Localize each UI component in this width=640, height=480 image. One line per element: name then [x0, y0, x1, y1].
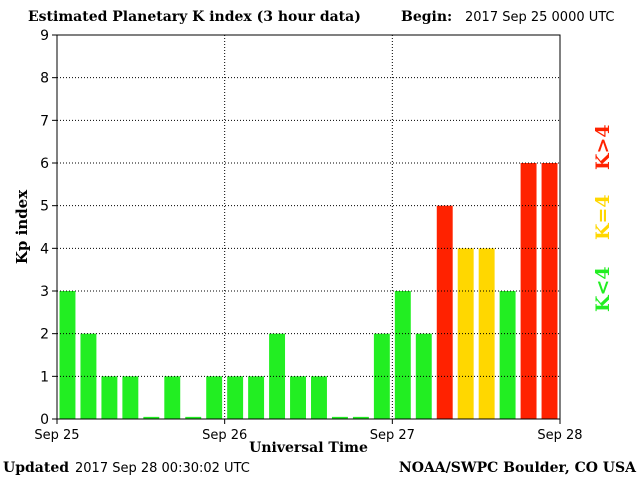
kp-bar — [499, 291, 516, 419]
y-tick-label: 4 — [40, 241, 49, 257]
y-axis-label: Kp index — [13, 189, 31, 264]
y-tick-label: 8 — [40, 71, 49, 87]
begin-value: 2017 Sep 25 0000 UTC — [465, 10, 615, 25]
y-tick-label: 2 — [40, 327, 49, 343]
y-tick-label: 7 — [40, 113, 49, 129]
kp-bar — [248, 376, 265, 419]
kp-bar — [311, 376, 327, 419]
updated-value: 2017 Sep 28 00:30:02 UTC — [75, 461, 250, 476]
y-tick-label: 1 — [40, 369, 49, 385]
y-tick-label: 9 — [40, 28, 49, 44]
kp-bar — [352, 416, 369, 419]
kp-bar — [227, 376, 244, 419]
kp-bar — [394, 291, 411, 419]
kp-bar — [436, 205, 453, 419]
y-tick-label: 6 — [40, 156, 49, 172]
kp-bar — [164, 376, 181, 419]
kp-bar — [331, 416, 348, 419]
plot-frame — [56, 34, 561, 420]
chart-title: Estimated Planetary K index (3 hour data… — [28, 9, 361, 25]
x-tick-label: Sep 27 — [370, 428, 415, 443]
legend-k-above-4: K>4 — [592, 124, 614, 170]
kp-bar — [101, 376, 118, 419]
kp-bar — [80, 333, 97, 419]
legend-k-below-4: K<4 — [592, 266, 614, 312]
kp-bar-chart: 0 1 2 3 4 5 6 7 8 9 Sep 25 Sep 26 Sep 27 Sep 28 Univer… — [13, 28, 583, 456]
x-tick-label: Sep 28 — [537, 428, 582, 443]
legend-k-equal-4: K=4 — [592, 194, 614, 240]
kp-bar — [206, 376, 223, 419]
kp-bar — [59, 291, 76, 419]
begin-label: Begin: — [401, 9, 453, 25]
x-tick-label: Sep 26 — [202, 428, 247, 443]
updated-label: Updated — [3, 460, 70, 476]
y-tick-label: 0 — [40, 412, 49, 428]
x-axis-label: Universal Time — [249, 440, 368, 456]
kp-bar — [143, 416, 160, 419]
kp-bar — [269, 333, 286, 419]
source-credit: NOAA/SWPC Boulder, CO USA — [398, 460, 636, 476]
x-tick-label: Sep 25 — [34, 428, 79, 443]
kp-bar — [290, 376, 306, 419]
kp-bar — [185, 416, 202, 419]
y-tick-label: 5 — [40, 199, 49, 215]
y-tick-label: 3 — [40, 284, 49, 300]
kp-bar — [122, 376, 139, 419]
